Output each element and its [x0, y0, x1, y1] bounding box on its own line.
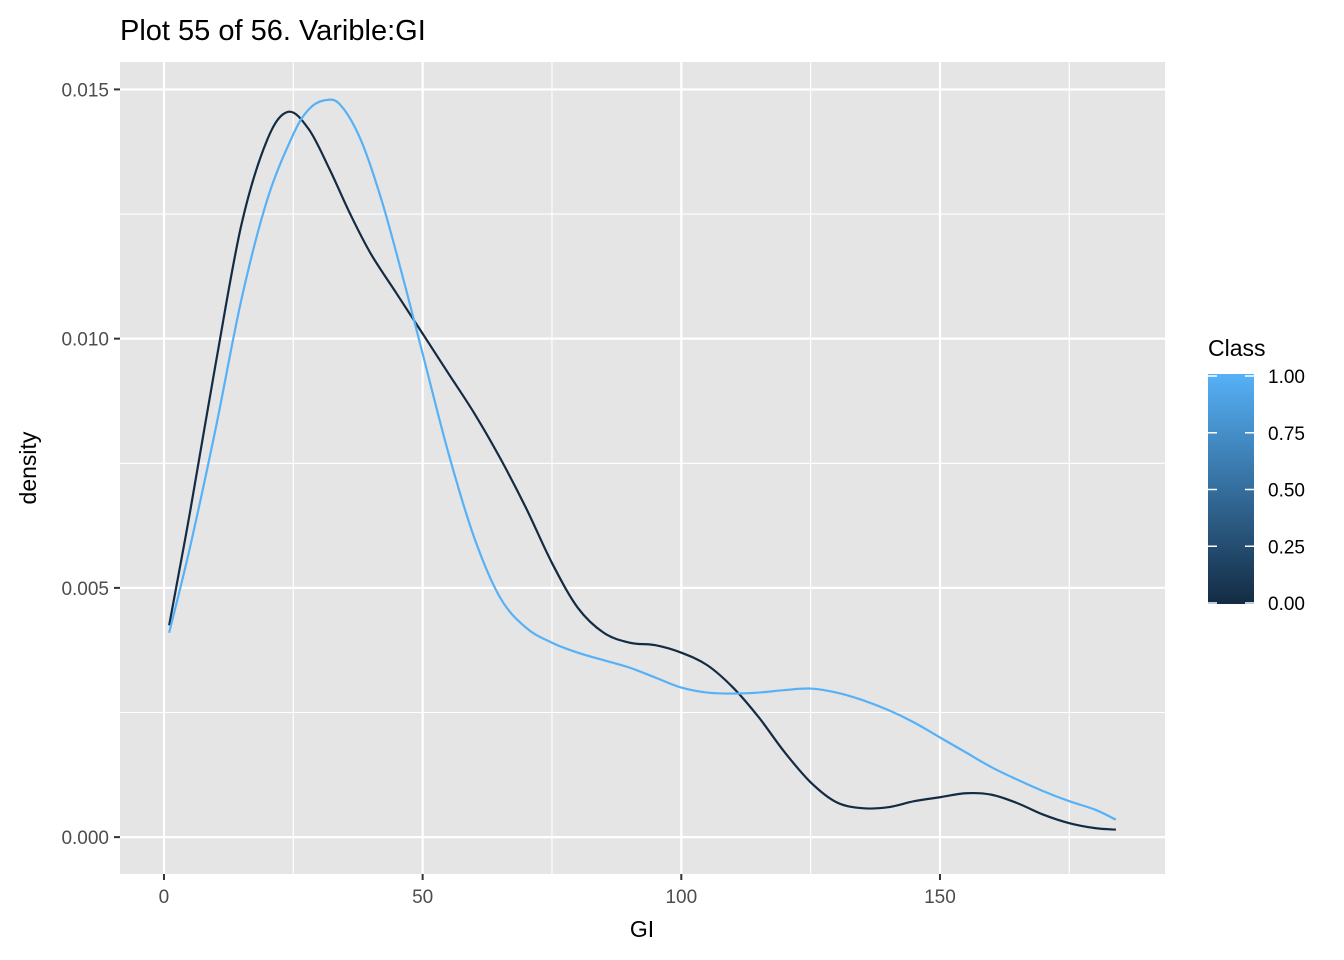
density-line-class-1	[168, 98, 1117, 821]
chart-title: Plot 55 of 56. Varible:GI	[120, 15, 426, 47]
y-tick-label: 0.015	[61, 80, 109, 101]
plot-panel	[120, 62, 1165, 874]
major-grid	[120, 62, 1165, 874]
y-tick-label: 0.005	[61, 579, 109, 600]
legend-ticks: 1.00 0.75 0.50 0.25 0.00	[1208, 367, 1305, 615]
class-legend: Class 1.00 0.75 0.50 0.25 0.00	[1208, 335, 1305, 615]
y-tick-label: 0.000	[61, 828, 109, 849]
legend-label: 0.25	[1268, 537, 1305, 558]
y-axis-title: density	[15, 431, 41, 504]
x-tick-label: 50	[412, 887, 433, 908]
x-tick-label: 0	[159, 887, 170, 908]
legend-label: 0.75	[1268, 424, 1305, 445]
series-layer	[168, 98, 1117, 831]
legend-label: 0.00	[1268, 594, 1305, 615]
x-axis: 0 50 100 150	[159, 874, 956, 908]
y-axis: 0.000 0.005 0.010 0.015	[61, 80, 120, 849]
minor-grid	[120, 62, 1165, 874]
legend-label: 0.50	[1268, 481, 1305, 502]
y-tick-label: 0.010	[61, 330, 109, 351]
x-axis-title: GI	[630, 916, 654, 942]
legend-label: 1.00	[1268, 367, 1305, 388]
x-tick-label: 150	[924, 887, 956, 908]
x-tick-label: 100	[665, 887, 697, 908]
density-line-class-0	[168, 110, 1116, 831]
legend-title: Class	[1208, 335, 1266, 361]
